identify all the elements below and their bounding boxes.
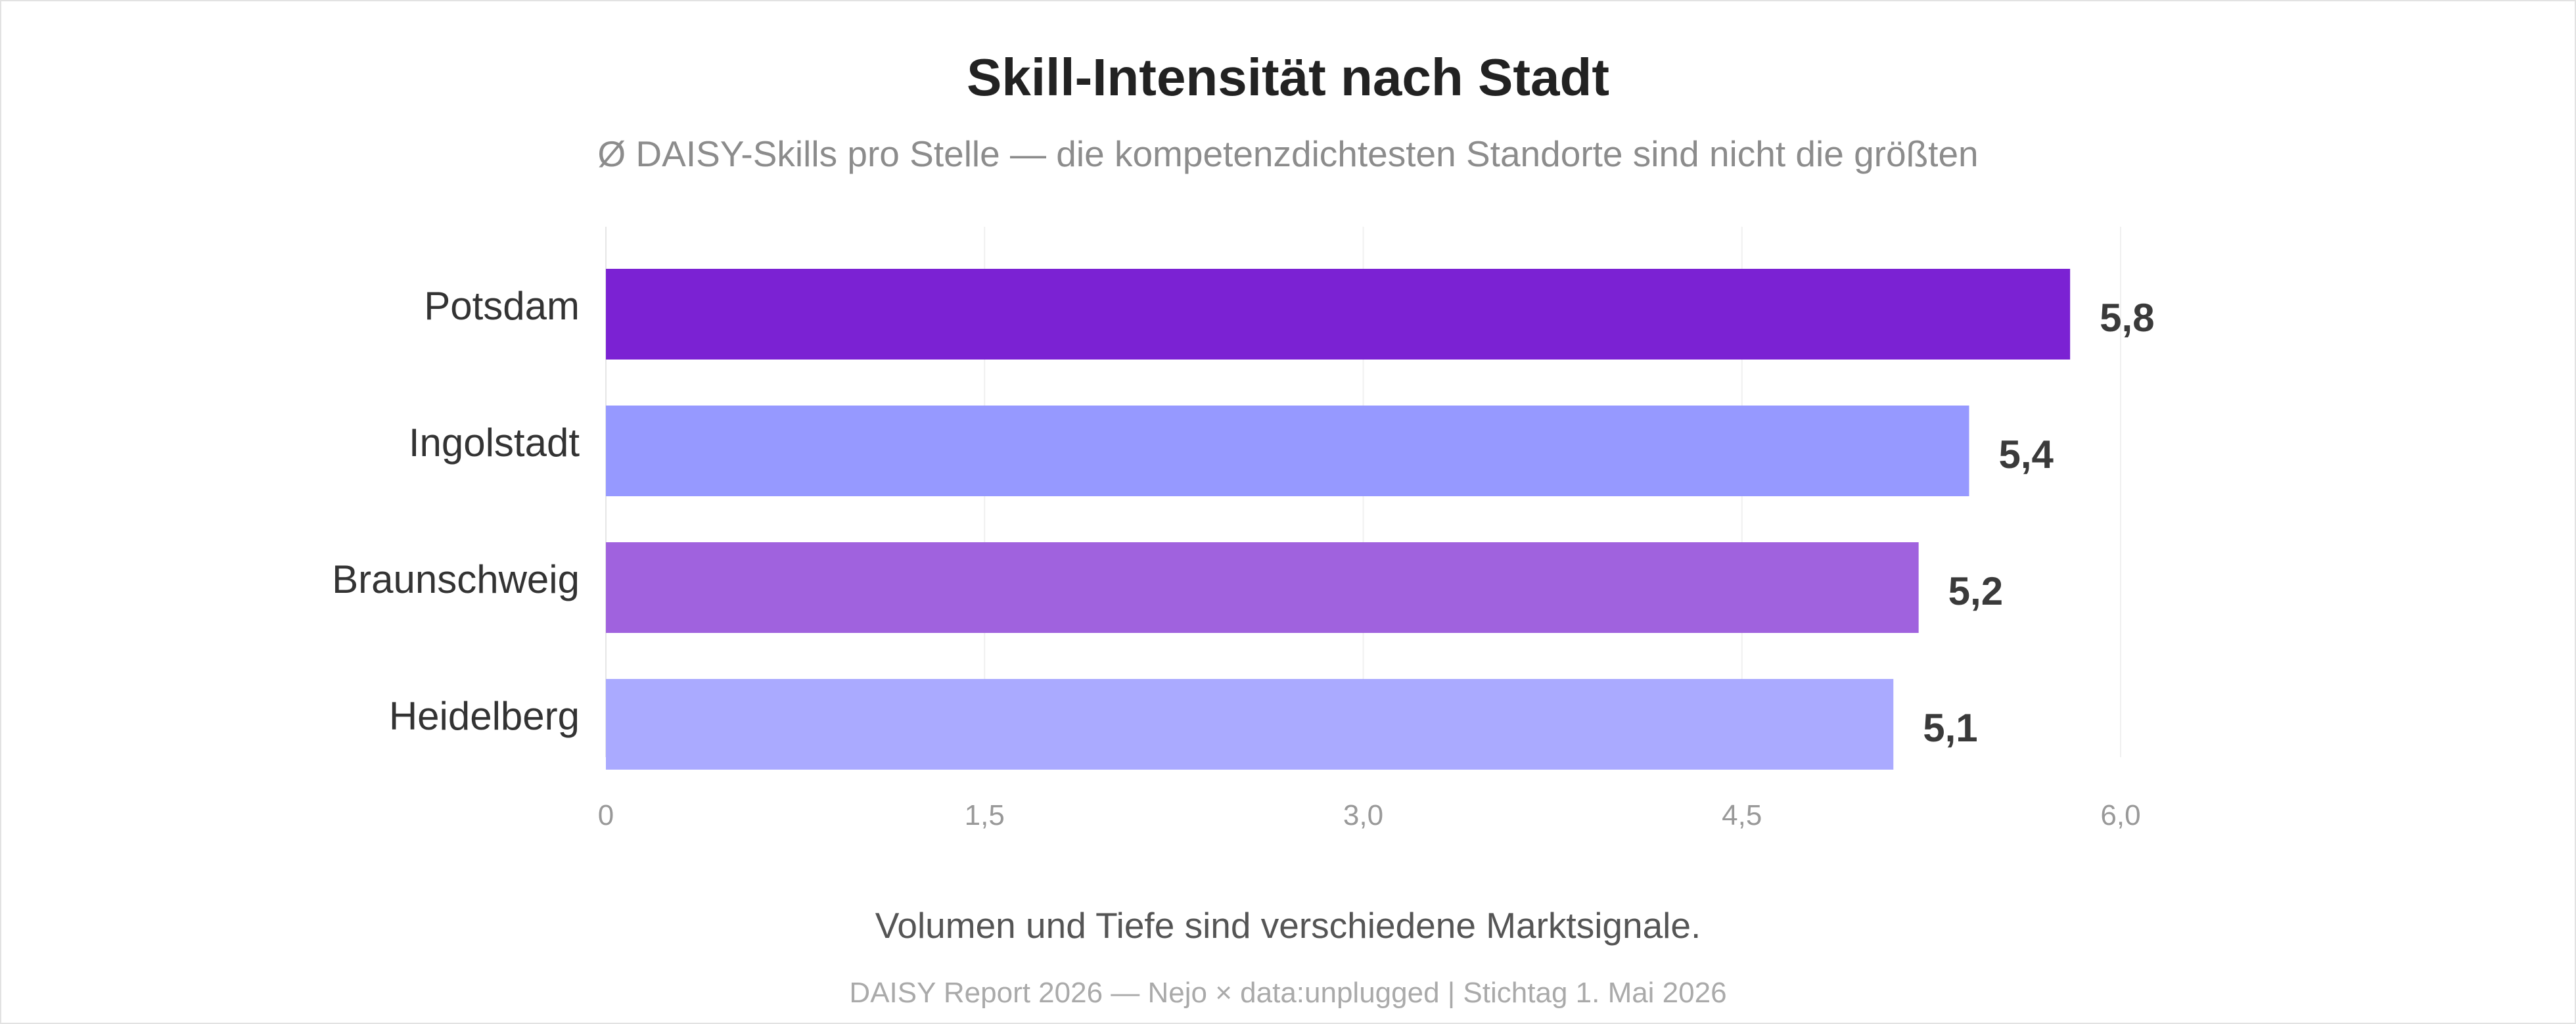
chart-caption: Volumen und Tiefe sind verschiedene Mark… bbox=[875, 905, 1701, 946]
value-label: 5,8 bbox=[2100, 296, 2154, 340]
value-label: 5,4 bbox=[1999, 432, 2054, 477]
category-label: Potsdam bbox=[424, 284, 580, 328]
category-label: Braunschweig bbox=[332, 557, 580, 601]
value-labels: 5,8 5,4 5,2 5,1 bbox=[1923, 296, 2154, 750]
category-label: Heidelberg bbox=[389, 694, 580, 738]
x-tick-labels: 0 1,5 3,0 4,5 6,0 bbox=[598, 799, 2141, 831]
x-tick-label: 0 bbox=[598, 799, 614, 831]
chart-subtitle: Ø DAISY-Skills pro Stelle — die kompeten… bbox=[597, 133, 1979, 174]
bar-heidelberg bbox=[606, 679, 1894, 770]
value-label: 5,2 bbox=[1948, 569, 2003, 613]
x-tick-label: 1,5 bbox=[965, 799, 1005, 831]
bar-braunschweig bbox=[606, 542, 1919, 633]
category-labels: Potsdam Ingolstadt Braunschweig Heidelberg bbox=[332, 284, 580, 738]
x-tick-label: 6,0 bbox=[2100, 799, 2140, 831]
category-label: Ingolstadt bbox=[409, 421, 580, 465]
bars bbox=[606, 269, 2071, 770]
value-label: 5,1 bbox=[1923, 706, 1977, 750]
x-tick-label: 3,0 bbox=[1343, 799, 1383, 831]
x-tick-label: 4,5 bbox=[1722, 799, 1762, 831]
bar-ingolstadt bbox=[606, 406, 1969, 496]
chart-footer: DAISY Report 2026 — Nejo × data:unplugge… bbox=[849, 977, 1727, 1009]
chart-title: Skill-Intensität nach Stadt bbox=[967, 48, 1609, 106]
bar-potsdam bbox=[606, 269, 2071, 360]
